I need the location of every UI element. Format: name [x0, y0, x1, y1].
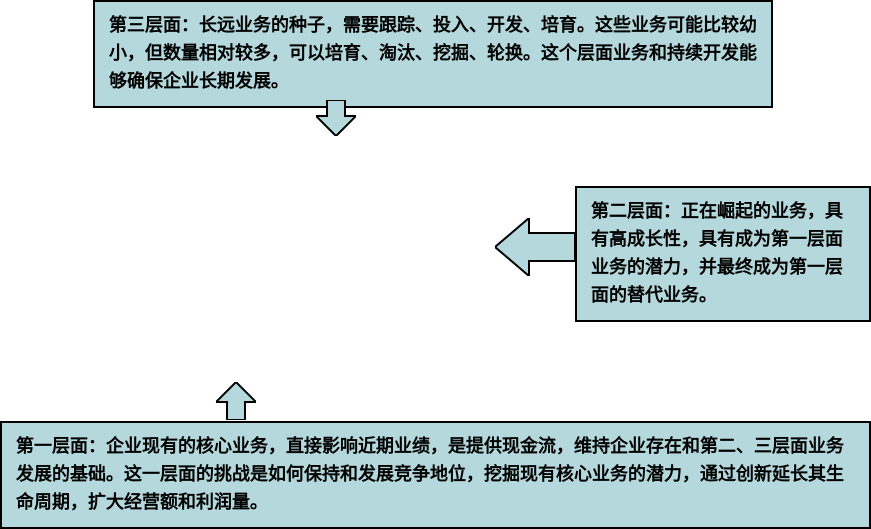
arrow-left-icon: [495, 218, 575, 276]
diagram-canvas: 第三层面：长远业务的种子，需要跟踪、投入、开发、培育。这些业务可能比较幼小，但数…: [0, 0, 871, 529]
arrow-left-mid: [495, 218, 575, 276]
layer3-box: 第三层面：长远业务的种子，需要跟踪、投入、开发、培育。这些业务可能比较幼小，但数…: [93, 0, 773, 108]
arrow-down-top: [316, 100, 356, 136]
layer1-box: 第一层面：企业现有的核心业务，直接影响近期业绩，是提供现金流，维持企业存在和第二…: [0, 421, 871, 529]
layer2-box: 第二层面：正在崛起的业务，具有高成长性，具有成为第一层面业务的潜力，并最终成为第…: [575, 186, 871, 322]
arrow-up-bottom: [216, 382, 256, 420]
arrow-up-icon: [216, 382, 256, 420]
arrow-down-icon: [316, 100, 356, 136]
